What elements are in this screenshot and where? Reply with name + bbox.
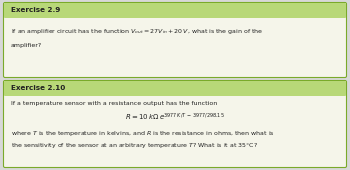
FancyBboxPatch shape (4, 3, 346, 18)
FancyBboxPatch shape (4, 81, 346, 167)
Text: If an amplifier circuit has the function $V_{out} = 27V_{in} + 20\,V$, what is t: If an amplifier circuit has the function… (11, 28, 263, 37)
Text: Exercise 2.9: Exercise 2.9 (11, 7, 60, 13)
Text: If a temperature sensor with a resistance output has the function: If a temperature sensor with a resistanc… (11, 101, 217, 106)
Text: $R = 10\,k\Omega\, e^{3977\,K/T\,-\,3977/298.15}$: $R = 10\,k\Omega\, e^{3977\,K/T\,-\,3977… (125, 111, 225, 123)
FancyBboxPatch shape (4, 3, 346, 78)
Text: Exercise 2.10: Exercise 2.10 (11, 86, 65, 91)
Text: where $T$ is the temperature in kelvins, and $R$ is the resistance in ohms, then: where $T$ is the temperature in kelvins,… (11, 129, 275, 138)
Text: amplifier?: amplifier? (11, 44, 42, 48)
Text: the sensitivity of the sensor at an arbitrary temperature $T$? What is it at 35°: the sensitivity of the sensor at an arbi… (11, 141, 258, 150)
FancyBboxPatch shape (4, 81, 346, 96)
